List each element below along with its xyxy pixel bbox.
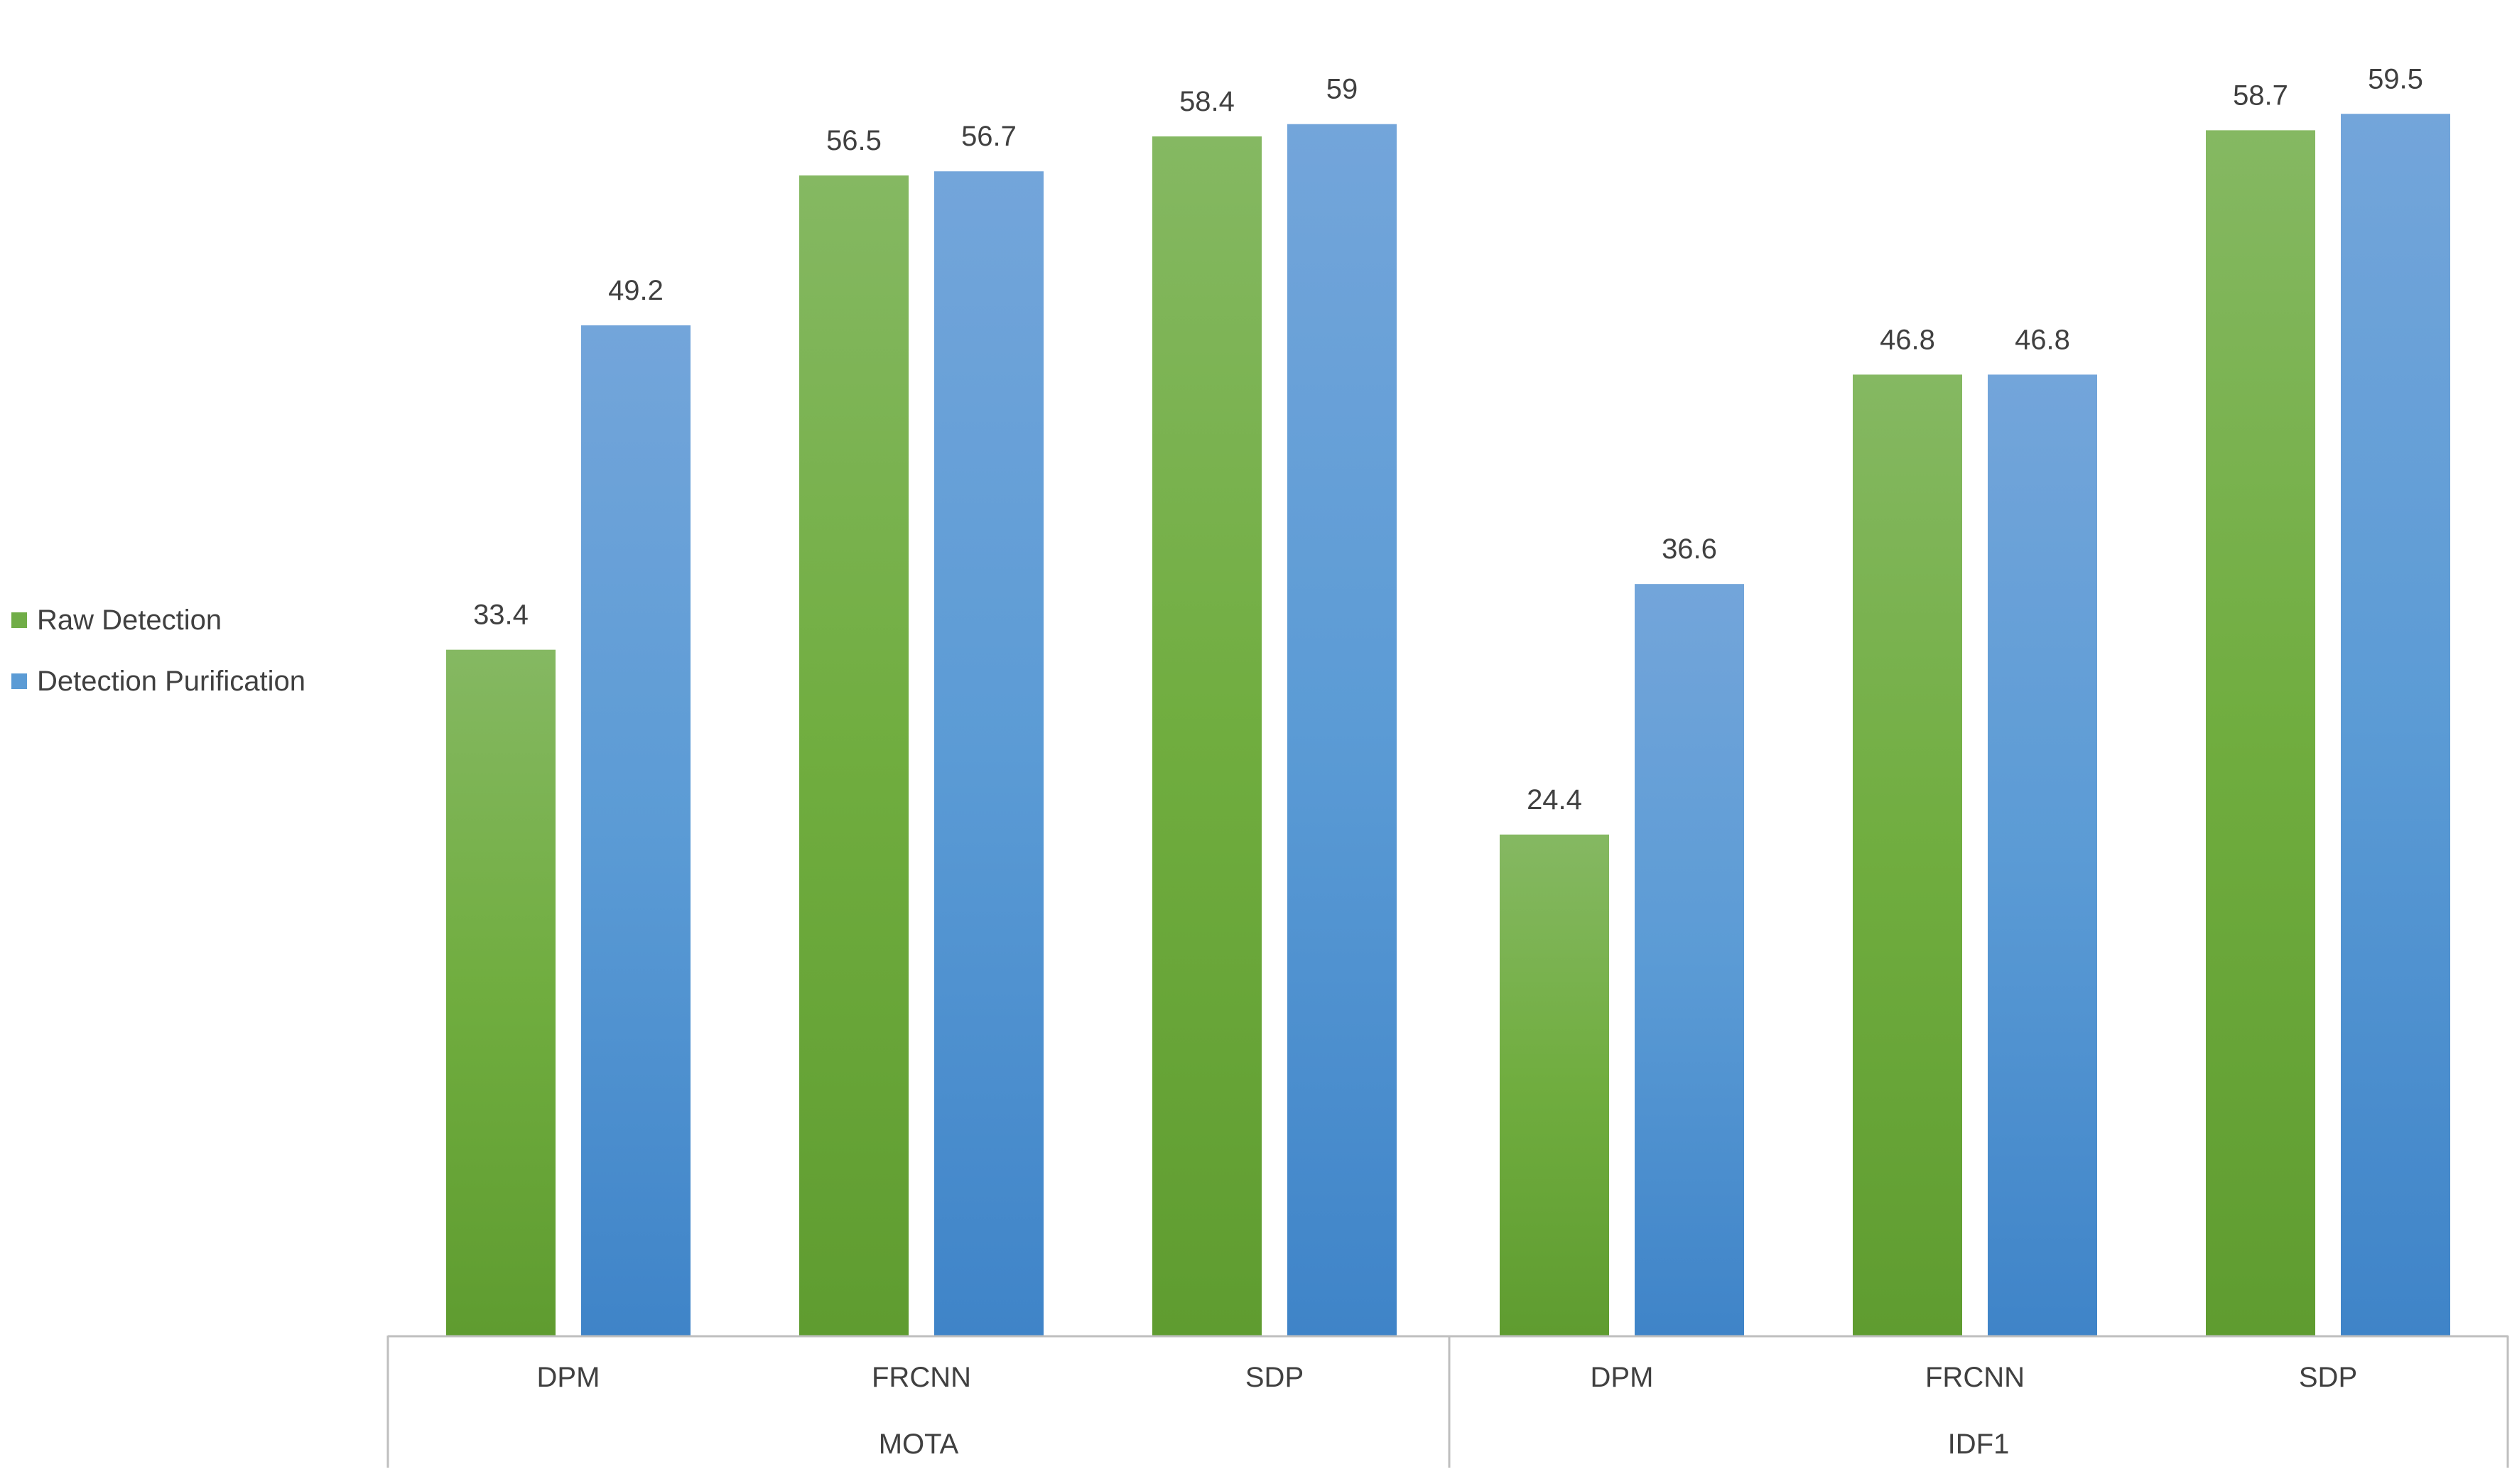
tick-label-idf1-frcnn: FRCNN (1925, 1362, 2025, 1393)
tick-label-mota-dpm: DPM (537, 1362, 600, 1393)
data-label-idf1-frcnn-detection-purification: 46.8 (2015, 324, 2070, 355)
group-label-mota: MOTA (879, 1429, 959, 1460)
legend-label-detection-purification: Detection Purification (37, 665, 305, 697)
data-label-idf1-sdp-detection-purification: 59.5 (2368, 63, 2423, 94)
bar-mota-dpm-raw-detection (446, 649, 556, 1336)
data-label-mota-frcnn-detection-purification: 56.7 (961, 121, 1017, 152)
tick-label-mota-frcnn: FRCNN (872, 1362, 971, 1393)
bar-idf1-dpm-detection-purification (1635, 584, 1744, 1336)
bar-mota-sdp-detection-purification (1287, 124, 1397, 1336)
group-label-idf1: IDF1 (1948, 1429, 2010, 1460)
data-label-idf1-sdp-raw-detection: 58.7 (2233, 80, 2288, 111)
x-axis: DPM FRCNN SDP DPM FRCNN SDP MOTA IDF1 (386, 1335, 2509, 1468)
bar-idf1-sdp-detection-purification (2341, 114, 2450, 1336)
bar-mota-sdp-raw-detection (1152, 136, 1262, 1336)
tick-label-mota-sdp: SDP (1245, 1362, 1304, 1393)
data-label-idf1-dpm-raw-detection: 24.4 (1527, 784, 1582, 816)
legend: Raw Detection Detection Purification (11, 590, 305, 712)
legend-item-detection-purification[interactable]: Detection Purification (11, 651, 305, 712)
data-label-mota-dpm-detection-purification: 49.2 (608, 275, 664, 306)
tick-label-idf1-sdp: SDP (2299, 1362, 2357, 1393)
data-label-idf1-frcnn-raw-detection: 46.8 (1880, 324, 1935, 355)
bars-layer: 33.4 49.2 56.5 56.7 58.4 59 24.4 36.6 46.8 46.8 58… (446, 63, 2450, 1336)
data-label-mota-dpm-raw-detection: 33.4 (473, 600, 529, 631)
legend-swatch-detection-purification (11, 673, 27, 689)
legend-label-raw-detection: Raw Detection (37, 604, 222, 636)
bar-idf1-sdp-raw-detection (2206, 130, 2315, 1336)
data-label-mota-sdp-detection-purification: 59 (1326, 74, 1358, 105)
bar-idf1-frcnn-detection-purification (1988, 374, 2097, 1336)
tick-label-idf1-dpm: DPM (1591, 1362, 1654, 1393)
bar-idf1-frcnn-raw-detection (1853, 374, 1962, 1336)
bar-mota-frcnn-detection-purification (934, 171, 1044, 1336)
legend-swatch-raw-detection (11, 612, 27, 628)
bar-mota-dpm-detection-purification (581, 325, 691, 1336)
data-label-idf1-dpm-detection-purification: 36.6 (1662, 534, 1717, 565)
data-label-mota-sdp-raw-detection: 58.4 (1179, 86, 1235, 117)
legend-item-raw-detection[interactable]: Raw Detection (11, 590, 305, 651)
bar-idf1-dpm-raw-detection (1500, 834, 1609, 1336)
data-label-mota-frcnn-raw-detection: 56.5 (826, 125, 882, 156)
bar-mota-frcnn-raw-detection (799, 175, 909, 1336)
